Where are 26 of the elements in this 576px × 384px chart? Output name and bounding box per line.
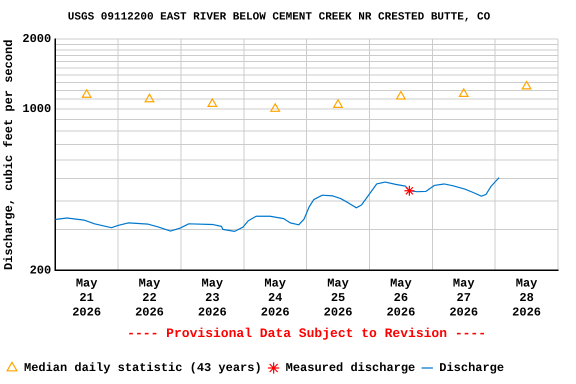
y-tick-label: 1000 xyxy=(22,102,52,116)
y-tick-label: 2000 xyxy=(22,32,52,46)
x-tick-label: May 25 2026 xyxy=(324,276,352,320)
legend-label: Median daily statistic (43 years) xyxy=(24,361,262,376)
x-tick-label: May 21 2026 xyxy=(72,276,102,320)
x-tick-label: May 27 2026 xyxy=(449,276,478,320)
x-tick-label: May 28 2026 xyxy=(512,276,541,320)
legend-label: Discharge xyxy=(439,361,504,376)
x-tick-label: May 24 2026 xyxy=(260,276,290,320)
point xyxy=(396,90,406,100)
point xyxy=(458,88,469,97)
x-tick-label: May 26 2026 xyxy=(386,276,416,320)
text: ---- Provisional Data Subject to Revision ---- xyxy=(127,326,486,341)
point xyxy=(333,99,343,108)
point xyxy=(82,89,92,98)
chart-title: USGS 09112200 EAST RIVER BELOW CEMENT CREEK NR CRESTED BUTTE, CO xyxy=(68,11,491,24)
legend-label: Measured discharge xyxy=(286,361,416,376)
point xyxy=(404,185,415,196)
point xyxy=(522,80,532,90)
x-tick-label: May 22 2026 xyxy=(135,276,164,320)
x-tick-label: May 23 2026 xyxy=(198,276,227,320)
y-axis-title: Discharge, cubic feet per second xyxy=(2,40,16,270)
point xyxy=(144,94,154,102)
y-tick-label: 200 xyxy=(30,263,52,278)
point xyxy=(207,98,218,107)
point xyxy=(270,103,280,112)
